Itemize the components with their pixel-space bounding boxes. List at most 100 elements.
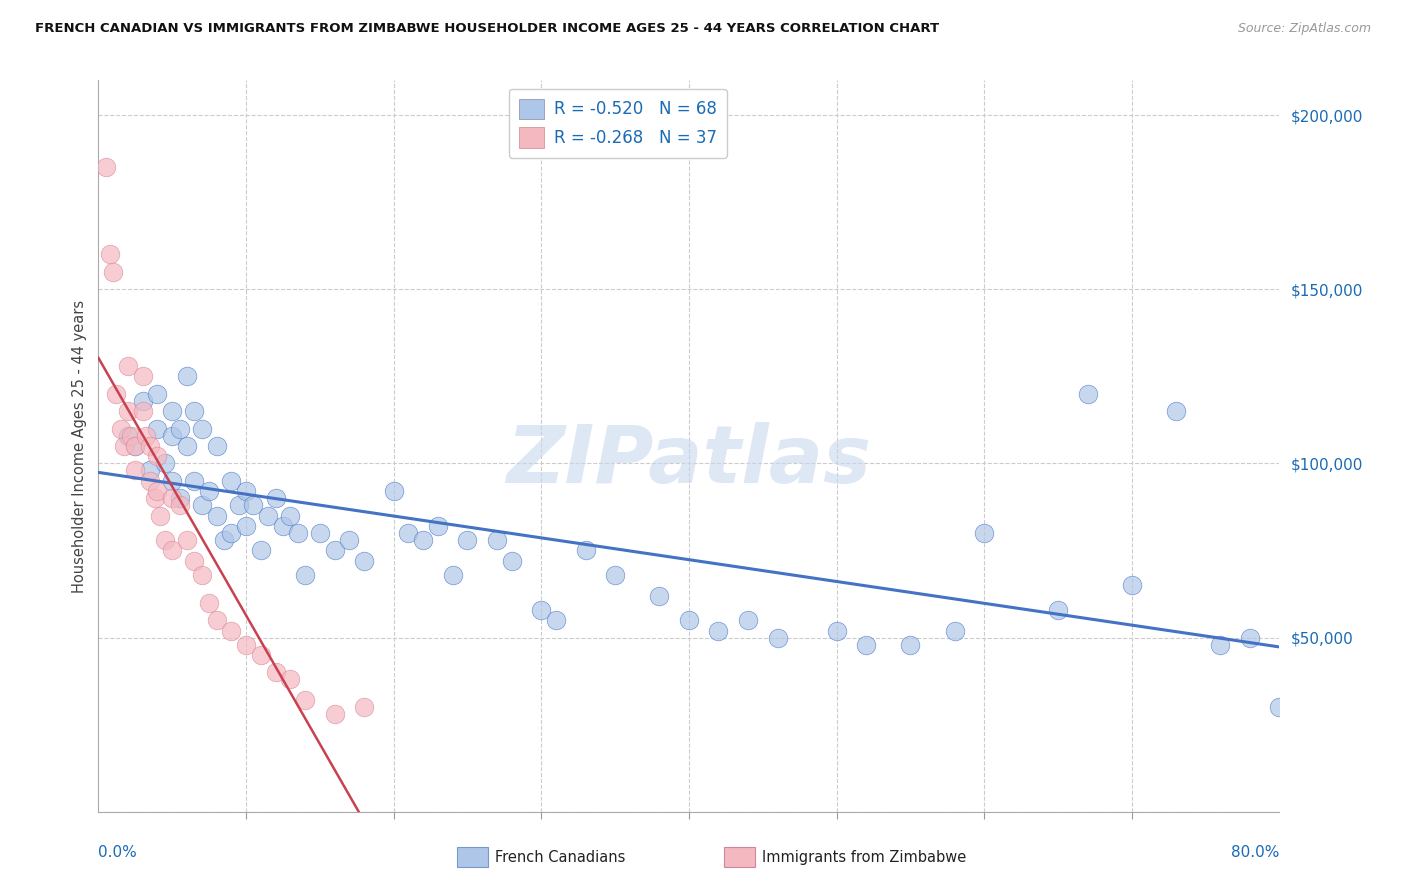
Point — [353, 700, 375, 714]
Text: Source: ZipAtlas.com: Source: ZipAtlas.com — [1237, 22, 1371, 36]
Point — [153, 457, 176, 471]
Point — [900, 638, 922, 652]
Point — [169, 421, 191, 435]
Point — [139, 439, 162, 453]
Point — [183, 404, 205, 418]
Point — [98, 247, 121, 261]
Point — [198, 484, 221, 499]
Point — [169, 498, 191, 512]
Point — [242, 498, 264, 512]
Point — [486, 533, 509, 547]
Point — [219, 526, 242, 541]
Point — [183, 554, 205, 568]
Point — [441, 567, 464, 582]
Point — [250, 648, 273, 662]
Point — [191, 567, 214, 582]
Point — [117, 404, 139, 418]
Text: Immigrants from Zimbabwe: Immigrants from Zimbabwe — [762, 850, 966, 864]
Point — [94, 161, 117, 175]
Point — [212, 533, 235, 547]
Point — [337, 533, 360, 547]
Point — [1077, 386, 1099, 401]
Point — [825, 624, 848, 638]
Point — [124, 463, 146, 477]
Point — [1268, 700, 1291, 714]
Point — [183, 474, 205, 488]
Point — [205, 508, 228, 523]
Point — [737, 613, 759, 627]
Point — [309, 526, 332, 541]
Point — [707, 624, 730, 638]
Point — [396, 526, 419, 541]
Point — [117, 359, 139, 373]
Point — [456, 533, 478, 547]
Point — [112, 439, 135, 453]
Point — [294, 693, 316, 707]
Point — [501, 554, 523, 568]
Point — [264, 491, 287, 506]
Point — [278, 508, 302, 523]
Point — [153, 533, 176, 547]
Point — [132, 393, 155, 408]
Point — [110, 421, 132, 435]
Point — [124, 439, 146, 453]
Point — [149, 508, 172, 523]
Point — [124, 439, 146, 453]
Point — [544, 613, 567, 627]
Y-axis label: Householder Income Ages 25 - 44 years: Householder Income Ages 25 - 44 years — [72, 300, 87, 592]
Point — [766, 631, 789, 645]
Point — [605, 567, 627, 582]
Point — [132, 404, 155, 418]
Point — [287, 526, 309, 541]
Point — [176, 439, 198, 453]
Point — [146, 386, 169, 401]
Point — [135, 428, 157, 442]
Point — [382, 484, 405, 499]
Point — [120, 428, 142, 442]
Point — [176, 533, 198, 547]
Point — [257, 508, 280, 523]
Point — [219, 474, 242, 488]
Point — [943, 624, 966, 638]
Point — [250, 543, 273, 558]
Point — [1209, 638, 1232, 652]
Point — [278, 673, 302, 687]
Point — [105, 386, 128, 401]
Point — [219, 624, 242, 638]
Point — [143, 491, 166, 506]
Point — [1046, 603, 1069, 617]
Point — [648, 589, 671, 603]
Point — [574, 543, 596, 558]
Point — [973, 526, 995, 541]
Point — [235, 519, 257, 533]
Point — [235, 638, 257, 652]
Point — [162, 428, 183, 442]
Point — [191, 421, 214, 435]
Point — [530, 603, 553, 617]
Text: ZIPatlas: ZIPatlas — [506, 422, 872, 500]
Point — [264, 665, 287, 680]
Point — [176, 369, 198, 384]
Point — [117, 428, 139, 442]
Point — [427, 519, 450, 533]
Point — [205, 439, 228, 453]
Point — [323, 707, 346, 722]
Point — [162, 491, 183, 506]
Text: 0.0%: 0.0% — [98, 845, 138, 860]
Point — [235, 484, 257, 499]
Point — [198, 596, 221, 610]
Point — [271, 519, 294, 533]
Point — [678, 613, 700, 627]
Point — [146, 484, 169, 499]
Point — [1121, 578, 1143, 592]
Point — [103, 265, 125, 279]
Text: 80.0%: 80.0% — [1232, 845, 1279, 860]
Point — [139, 463, 162, 477]
Point — [146, 421, 169, 435]
Point — [132, 369, 155, 384]
Point — [162, 474, 183, 488]
Point — [323, 543, 346, 558]
Point — [162, 543, 183, 558]
Point — [294, 567, 316, 582]
Point — [1164, 404, 1187, 418]
